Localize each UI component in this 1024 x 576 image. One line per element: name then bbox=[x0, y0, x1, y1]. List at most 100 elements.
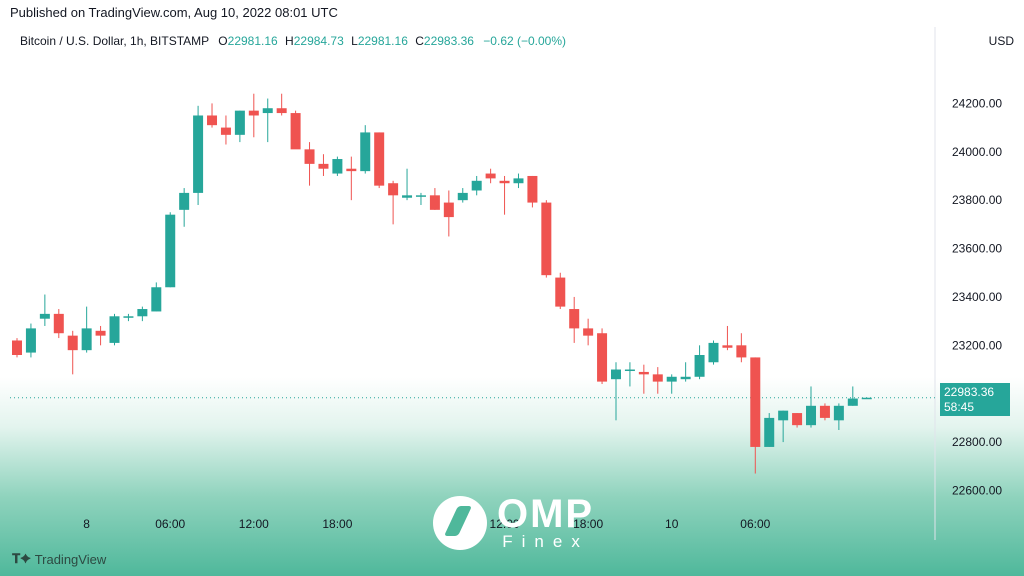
candle-body bbox=[12, 340, 22, 355]
low-key: L bbox=[351, 34, 358, 48]
candle-body bbox=[207, 115, 218, 126]
candle-body bbox=[638, 371, 649, 375]
candle-body bbox=[276, 108, 287, 114]
candle-body bbox=[402, 195, 413, 198]
candle-body bbox=[290, 113, 301, 150]
candle-body bbox=[680, 376, 691, 380]
candle-body bbox=[360, 132, 371, 172]
candle-body bbox=[666, 376, 677, 382]
candle-body bbox=[764, 417, 775, 447]
candle-body bbox=[652, 374, 663, 382]
y-tick-label: 24000.00 bbox=[952, 145, 1002, 159]
published-caption: Published on TradingView.com, Aug 10, 20… bbox=[10, 5, 338, 20]
candle-body bbox=[137, 309, 148, 317]
candle-body bbox=[722, 345, 733, 348]
candle-body bbox=[346, 168, 357, 172]
tradingview-logo[interactable]: 𝐓✦ TradingView bbox=[12, 551, 106, 567]
y-tick-label: 23400.00 bbox=[952, 290, 1002, 304]
tradingview-mark-icon: 𝐓✦ bbox=[12, 551, 31, 566]
candle-body bbox=[123, 316, 134, 318]
change-value: −0.62 (−0.00%) bbox=[483, 34, 567, 48]
last-price: 22983.36 bbox=[944, 385, 995, 399]
chart-frame bbox=[0, 27, 1024, 576]
candle-body bbox=[597, 333, 608, 382]
candle-body bbox=[736, 345, 747, 358]
candle-body bbox=[429, 195, 440, 210]
close-value: 22983.36 bbox=[423, 34, 474, 48]
candle-body bbox=[610, 369, 621, 380]
candle-body bbox=[555, 277, 566, 307]
candle-body bbox=[513, 178, 524, 184]
candle-body bbox=[485, 173, 496, 179]
candle-body bbox=[861, 397, 872, 400]
candle-body bbox=[262, 108, 273, 114]
candle-body bbox=[248, 110, 259, 116]
high-value: 22984.73 bbox=[293, 34, 344, 48]
candle-body bbox=[109, 316, 120, 343]
candle-body bbox=[165, 214, 176, 288]
candle-body bbox=[694, 355, 705, 377]
symbol-legend: Bitcoin / U.S. Dollar, 1h, BITSTAMP O229… bbox=[20, 34, 566, 48]
x-tick-label: 18:00 bbox=[573, 517, 603, 531]
x-tick-label: 06:00 bbox=[740, 517, 770, 531]
candle-body bbox=[708, 342, 719, 363]
candle-body bbox=[750, 357, 761, 447]
open-value: 22981.16 bbox=[227, 34, 278, 48]
candle-body bbox=[304, 149, 315, 164]
candle-body bbox=[25, 328, 36, 353]
omp-subtitle: Finex bbox=[502, 532, 589, 551]
candle-body bbox=[819, 405, 830, 418]
symbol-title: Bitcoin / U.S. Dollar, 1h, BITSTAMP bbox=[20, 34, 209, 48]
tradingview-wordmark: TradingView bbox=[34, 551, 107, 567]
close-key: C bbox=[415, 34, 424, 48]
candle-body bbox=[806, 405, 817, 426]
x-tick-label: 12:00 bbox=[239, 517, 269, 531]
candle-body bbox=[179, 192, 190, 210]
candle-body bbox=[415, 195, 426, 197]
candle-body bbox=[527, 175, 538, 203]
x-tick-label: 10 bbox=[665, 517, 679, 531]
y-tick-label: 24200.00 bbox=[952, 96, 1002, 110]
candle-body bbox=[53, 313, 64, 334]
y-tick-label: 22600.00 bbox=[952, 483, 1002, 497]
candle-body bbox=[388, 183, 399, 196]
candle-body bbox=[67, 335, 78, 351]
candle-body bbox=[499, 180, 510, 184]
candle-body bbox=[151, 287, 162, 312]
y-tick-label: 22800.00 bbox=[952, 435, 1002, 449]
candle-body bbox=[318, 163, 329, 169]
candle-body bbox=[541, 202, 552, 276]
low-value: 22981.16 bbox=[357, 34, 408, 48]
last-price-tag: 22983.36 58:45 bbox=[940, 383, 1010, 416]
x-tick-label: 06:00 bbox=[155, 517, 185, 531]
candle-body bbox=[624, 369, 635, 372]
candle-body bbox=[833, 405, 844, 421]
x-tick-label: 12:00 bbox=[490, 517, 520, 531]
candle-body bbox=[95, 330, 106, 336]
candle-body bbox=[471, 180, 482, 191]
candle-body bbox=[778, 410, 789, 421]
y-tick-label: 23800.00 bbox=[952, 193, 1002, 207]
x-tick-label: 8 bbox=[83, 517, 90, 531]
candle-body bbox=[569, 309, 580, 329]
omp-logo-icon bbox=[433, 496, 487, 550]
omp-brand: OMP bbox=[497, 492, 595, 536]
open-key: O bbox=[218, 34, 228, 48]
y-tick-label: 23200.00 bbox=[952, 338, 1002, 352]
bar-countdown: 58:45 bbox=[944, 400, 975, 414]
candle-body bbox=[81, 328, 92, 351]
omp-watermark: OMP Finex bbox=[433, 494, 594, 552]
y-tick-label: 23600.00 bbox=[952, 242, 1002, 256]
candle-body bbox=[583, 328, 594, 336]
candle-body bbox=[39, 313, 50, 319]
candle-body bbox=[792, 413, 803, 426]
candle-body bbox=[332, 159, 343, 174]
candle-body bbox=[220, 127, 231, 135]
candle-body bbox=[847, 398, 858, 406]
candle-body bbox=[443, 202, 454, 218]
currency-label: USD bbox=[988, 34, 1014, 48]
x-tick-label: 18:00 bbox=[322, 517, 352, 531]
candle-body bbox=[193, 115, 204, 193]
candle-body bbox=[457, 192, 468, 201]
